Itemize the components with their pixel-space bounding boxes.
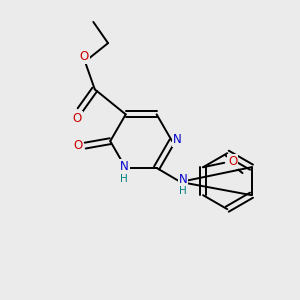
Text: N: N bbox=[120, 160, 129, 173]
Text: O: O bbox=[80, 50, 89, 63]
Text: O: O bbox=[228, 155, 237, 168]
Text: O: O bbox=[73, 112, 82, 125]
Text: H: H bbox=[120, 174, 128, 184]
Text: N: N bbox=[173, 133, 182, 146]
Text: H: H bbox=[179, 187, 187, 196]
Text: N: N bbox=[179, 173, 188, 186]
Text: O: O bbox=[73, 139, 83, 152]
